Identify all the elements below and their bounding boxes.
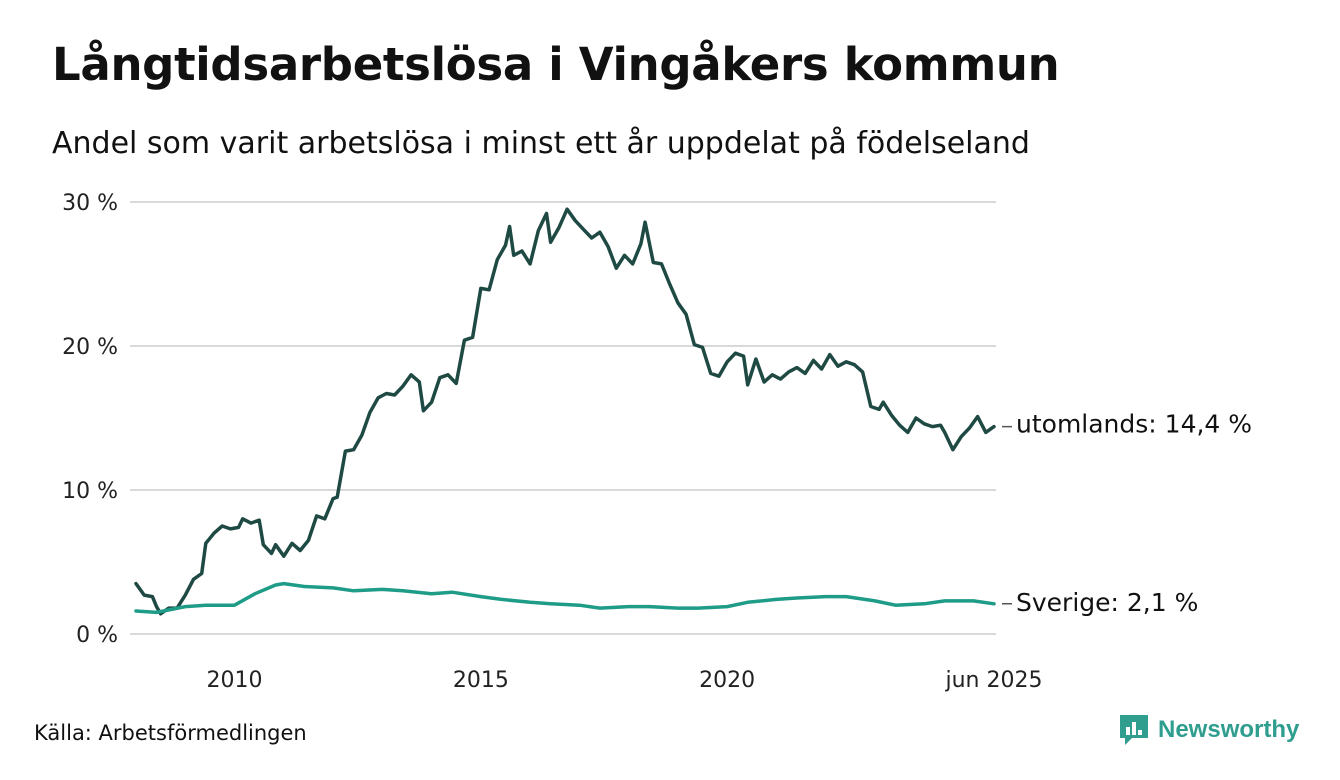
end-label-sverige: Sverige: 2,1 % [1016,588,1198,617]
x-axis-tick-labels: 2010 2015 2020 jun 2025 [207,668,1043,693]
source-note: Källa: Arbetsförmedlingen [34,721,307,745]
x-tick-label: jun 2025 [945,668,1043,693]
y-tick-label: 10 % [62,479,118,504]
x-tick-label: 2010 [207,668,263,693]
grid-lines [130,201,996,635]
y-axis-tick-labels: 0 % 10 % 20 % 30 % [62,191,118,648]
x-tick-label: 2015 [453,668,509,693]
end-labels: utomlands: 14,4 % Sverige: 2,1 % [1002,410,1252,617]
y-tick-label: 0 % [76,623,118,648]
brand-logo[interactable]: Newsworthy [1118,712,1299,748]
newsworthy-logo-icon [1120,715,1148,745]
x-tick-label: 2020 [699,668,755,693]
end-label-utomlands: utomlands: 14,4 % [1016,410,1252,439]
chart-title: Långtidsarbetslösa i Vingåkers kommun [52,38,1060,91]
series-line-utomlands [134,207,996,616]
brand-name: Newsworthy [1158,716,1300,743]
series-lines [134,207,996,616]
chart-subtitle: Andel som varit arbetslösa i minst ett å… [52,126,1030,161]
y-tick-label: 20 % [62,335,118,360]
y-tick-label: 30 % [62,191,118,216]
series-line-sverige [134,581,996,615]
